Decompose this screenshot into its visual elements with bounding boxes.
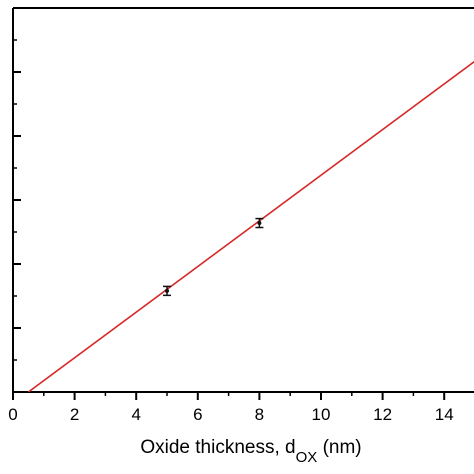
x-tick-label: 0 (8, 405, 17, 424)
axes (12, 7, 474, 400)
data-point-marker (165, 288, 169, 293)
x-tick-label: 6 (193, 405, 202, 424)
x-tick-label: 2 (70, 405, 79, 424)
x-tick-label: 4 (131, 405, 140, 424)
fit-line (27, 60, 474, 392)
fit-layer (27, 60, 474, 392)
x-axis-title: Oxide thickness, dOX (nm) (140, 437, 361, 466)
x-tick-label: 10 (312, 405, 331, 424)
x-tick-label: 8 (255, 405, 264, 424)
points-layer (163, 217, 264, 297)
data-point (255, 217, 264, 229)
x-tick-label: 12 (373, 405, 392, 424)
x-tick-labels: 0 2 4 6 8 10 12 14 (8, 405, 453, 424)
data-point-marker (257, 221, 262, 226)
data-point (163, 285, 171, 297)
x-tick-label: 14 (435, 405, 454, 424)
